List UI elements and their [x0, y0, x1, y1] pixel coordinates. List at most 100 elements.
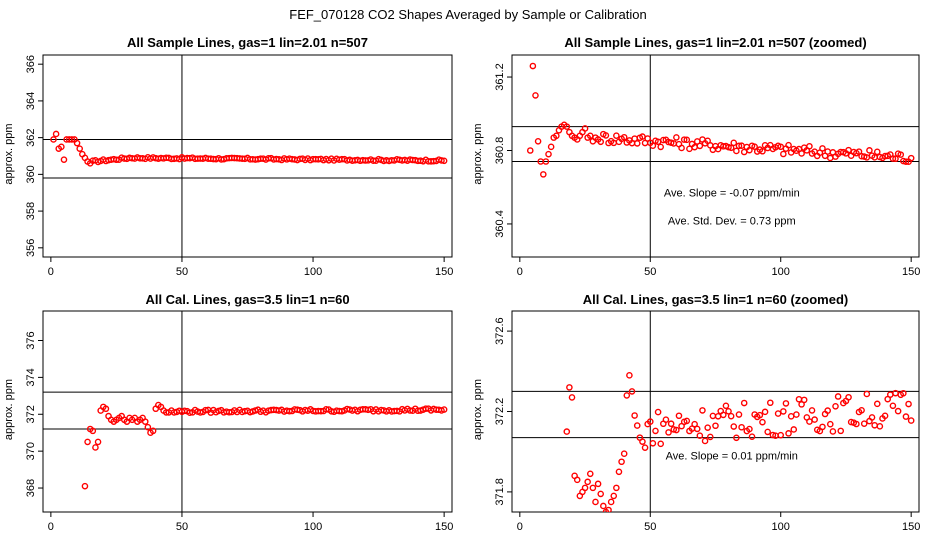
y-tick-label: 376: [25, 331, 37, 349]
data-point: [897, 151, 905, 158]
data-point: [652, 427, 659, 435]
data-point: [618, 458, 625, 466]
data-point: [628, 388, 636, 395]
data-point: [534, 138, 542, 145]
y-tick-label: 370: [25, 442, 37, 460]
data-point: [806, 142, 813, 150]
chart-title: All Cal. Lines, gas=3.5 lin=1 n=60 (zoom…: [583, 292, 849, 307]
data-point: [790, 426, 798, 433]
data-point: [868, 414, 876, 421]
data-point: [563, 123, 571, 130]
plot-frame: [511, 54, 920, 258]
data-point: [860, 420, 868, 427]
y-tick-label: 366: [25, 55, 37, 73]
data-point: [73, 139, 81, 147]
y-tick-label: 368: [25, 479, 37, 497]
data-point: [102, 405, 110, 413]
data-point: [540, 171, 547, 178]
data-point: [808, 407, 816, 414]
data-point: [613, 132, 620, 139]
data-point: [683, 417, 691, 425]
data-point: [581, 125, 589, 132]
data-point: [76, 145, 84, 152]
chart-panel-1: All Sample Lines, gas=1 lin=2.01 n=507 0 5…: [3, 35, 453, 278]
data-point: [738, 423, 745, 431]
data-point: [733, 147, 740, 155]
data-point: [696, 142, 704, 150]
chart-panel-3: All Cal. Lines, gas=3.5 lin=1 n=60 0 50 100…: [3, 292, 453, 533]
y-tick-label: 362: [25, 128, 37, 146]
data-point: [706, 433, 714, 441]
data-point: [720, 411, 727, 419]
data-point: [785, 141, 792, 149]
data-point: [683, 136, 691, 144]
data-point: [68, 136, 76, 143]
data-point: [907, 417, 915, 424]
data-point: [322, 406, 330, 413]
data-point: [876, 423, 884, 430]
y-tick-label: 361.2: [494, 63, 506, 91]
data-point: [615, 468, 623, 476]
data-point: [532, 92, 539, 99]
data-point: [730, 423, 738, 430]
data-point: [889, 155, 897, 162]
data-point: [759, 418, 766, 426]
data-point: [673, 426, 680, 434]
data-point: [440, 157, 448, 165]
x-tick-label: 50: [644, 521, 656, 533]
x-tick-label: 100: [772, 521, 790, 533]
data-point: [826, 420, 834, 428]
data-point: [566, 384, 573, 391]
data-point: [782, 400, 790, 407]
data-point: [735, 411, 743, 418]
data-point: [892, 155, 899, 163]
chart-panel-4: All Cal. Lines, gas=3.5 lin=1 n=60 (zoom…: [472, 292, 920, 533]
data-point: [52, 130, 60, 138]
data-point: [766, 399, 774, 407]
data-point: [553, 132, 560, 140]
stat-annotation: Ave. Slope = -0.07 ppm/min: [664, 187, 800, 199]
data-point: [907, 154, 915, 162]
figure-title: FEF_070128 CO2 Shapes Averaged by Sample…: [289, 7, 646, 22]
data-point: [787, 413, 795, 420]
plot-frame: [511, 310, 920, 513]
data-point: [761, 408, 769, 416]
data-point: [149, 427, 157, 435]
data-point: [727, 144, 735, 152]
x-tick-label: 150: [902, 266, 920, 278]
data-point: [597, 490, 605, 498]
data-point: [756, 411, 764, 419]
data-point: [592, 498, 599, 506]
data-point: [620, 133, 628, 141]
stat-annotation: Ave. Std. Dev. = 0.73 ppm: [668, 216, 796, 228]
data-point: [894, 407, 902, 415]
data-point: [657, 440, 665, 448]
chart-title: All Sample Lines, gas=1 lin=2.01 n=507 (…: [564, 35, 866, 50]
data-point: [440, 406, 448, 413]
data-point: [824, 148, 831, 155]
data-point: [602, 132, 610, 139]
data-point: [633, 422, 641, 429]
x-tick-label: 150: [902, 521, 920, 533]
data-point: [777, 431, 785, 439]
data-point: [633, 140, 641, 147]
data-point: [620, 450, 628, 458]
data-point: [793, 411, 800, 418]
stat-annotation: Ave. Slope = 0.01 ppm/min: [666, 451, 798, 463]
data-point: [610, 492, 618, 500]
data-point: [667, 420, 675, 428]
x-tick-label: 100: [304, 521, 322, 533]
data-point: [605, 506, 612, 512]
data-point: [759, 147, 766, 155]
x-tick-label: 150: [435, 266, 453, 278]
data-point: [141, 418, 149, 425]
plot-frame: [42, 54, 453, 258]
y-tick-label: 364: [25, 92, 37, 110]
data-point: [733, 434, 740, 442]
data-point: [863, 390, 871, 398]
data-point: [649, 439, 657, 447]
x-tick-label: 50: [644, 266, 656, 278]
data-point: [881, 412, 889, 420]
data-point: [526, 147, 534, 154]
data-point: [704, 424, 711, 431]
